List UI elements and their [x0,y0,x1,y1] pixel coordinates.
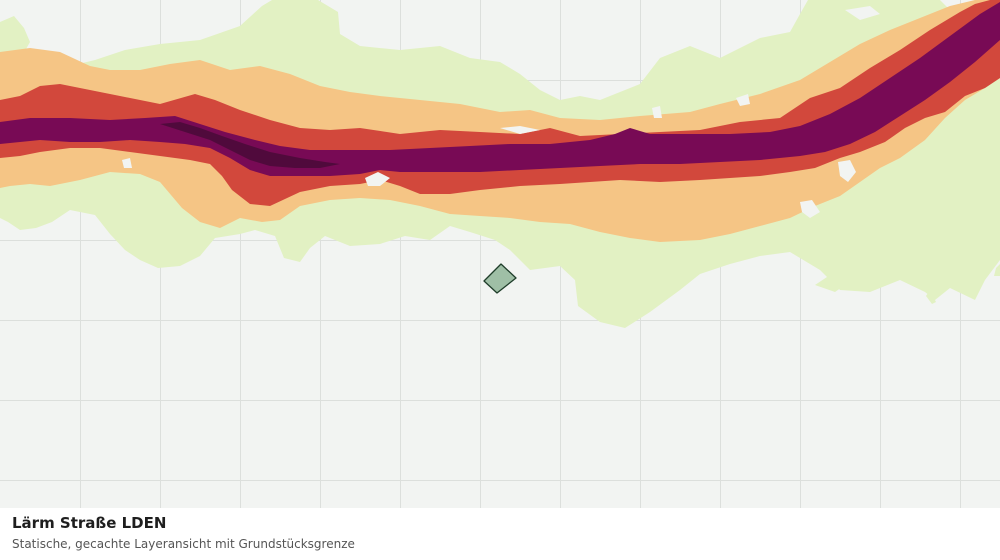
map-view[interactable] [0,0,1000,508]
noise-map [0,0,1000,508]
noise-zone-highest [160,122,340,168]
map-gaps [28,6,880,240]
parcel-boundary[interactable] [483,263,517,294]
layer-title: Lärm Straße LDEN [12,514,167,532]
layer-subtitle: Statische, gecachte Layeransicht mit Gru… [12,537,355,551]
layer-caption: Lärm Straße LDEN Statische, gecachte Lay… [0,508,1000,560]
